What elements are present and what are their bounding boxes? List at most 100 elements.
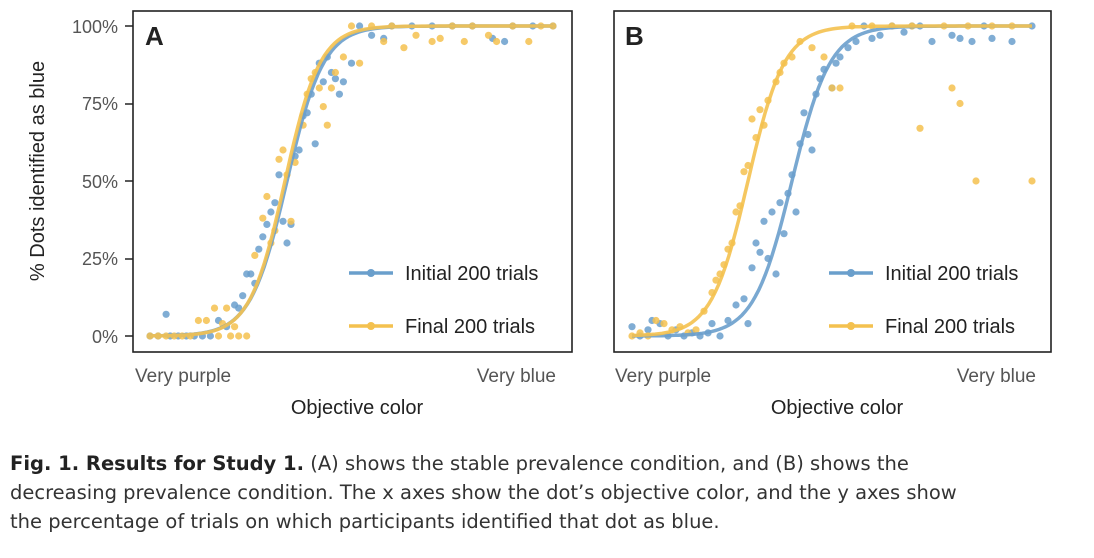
data-point — [279, 217, 287, 225]
data-point — [768, 208, 776, 216]
data-point — [263, 220, 271, 228]
data-point — [206, 332, 214, 340]
data-point — [227, 332, 235, 340]
caption-text: (A) shows the stable prevalence conditio… — [304, 452, 909, 475]
data-point — [255, 245, 263, 253]
data-point — [347, 22, 356, 30]
data-point — [744, 320, 752, 328]
data-point — [287, 217, 295, 225]
y-axis-label: % Dots identified as blue — [27, 61, 49, 281]
panel-b-x-axis-label: Objective color — [771, 397, 904, 419]
data-point — [776, 199, 784, 207]
panel-b-label: B — [625, 21, 644, 51]
data-point — [356, 22, 364, 30]
panel-b-x-tick-left: Very purple — [615, 366, 711, 387]
data-point — [263, 192, 271, 201]
data-point — [660, 320, 668, 328]
data-point — [162, 310, 170, 318]
data-point — [319, 103, 327, 111]
data-point — [972, 177, 980, 185]
data-point — [202, 316, 210, 325]
data-point — [436, 34, 444, 43]
data-point — [493, 37, 501, 46]
panel-b-marks — [628, 22, 1036, 340]
data-point — [380, 37, 388, 46]
y-tick-label: 50% — [82, 172, 118, 192]
data-point — [283, 239, 291, 247]
panel-a-x-tick-left: Very purple — [135, 366, 231, 387]
data-point — [279, 146, 287, 154]
data-point — [210, 304, 219, 312]
data-point — [732, 208, 740, 216]
data-point — [748, 264, 756, 272]
data-point — [235, 304, 243, 312]
data-point — [988, 34, 996, 43]
legend-label-initial: Initial 200 trials — [885, 263, 1018, 285]
fit-curve — [632, 24, 1032, 338]
data-point — [652, 316, 660, 325]
figure-caption: Fig. 1. Results for Study 1. (A) shows t… — [10, 449, 1070, 536]
fit-curve — [150, 24, 553, 338]
data-point — [323, 121, 331, 129]
panel-b-frame — [613, 10, 1052, 353]
data-point — [820, 53, 828, 61]
legend-dot-final — [847, 322, 855, 330]
data-point — [214, 332, 223, 340]
data-point — [484, 31, 493, 39]
data-point — [836, 53, 844, 61]
panel-a-x-axis-label: Objective color — [291, 397, 424, 419]
data-point — [956, 34, 964, 43]
caption-line: the percentage of trials on which partic… — [10, 510, 720, 533]
panel-a-label: A — [145, 21, 164, 51]
data-point — [356, 59, 364, 67]
data-point — [412, 31, 420, 39]
data-point — [644, 326, 652, 334]
data-point — [251, 251, 259, 259]
data-point — [400, 44, 408, 52]
panel-a-marks — [146, 22, 557, 340]
data-point — [780, 230, 788, 238]
data-point — [756, 248, 764, 256]
data-point — [460, 37, 468, 46]
legend-label-final: Final 200 trials — [885, 316, 1015, 338]
data-point — [836, 84, 844, 92]
data-point — [628, 323, 636, 331]
data-point — [712, 276, 720, 284]
data-point — [868, 34, 876, 43]
data-point — [1028, 177, 1036, 185]
fit-curve — [149, 24, 553, 338]
data-point — [804, 130, 812, 139]
data-point — [948, 84, 956, 92]
data-point — [968, 37, 976, 46]
y-tick-label: 75% — [82, 94, 118, 114]
caption-fig-label: Fig. 1. Results for Study 1. — [10, 452, 305, 475]
data-point — [752, 239, 760, 247]
y-axis-ticks: 0% 25% 50% 75% 100% — [72, 17, 133, 347]
y-tick-label: 25% — [82, 249, 118, 269]
data-point — [223, 304, 231, 312]
data-point — [327, 84, 335, 92]
data-point — [900, 28, 908, 36]
data-point — [368, 31, 376, 39]
data-point — [525, 37, 533, 46]
data-point — [756, 106, 764, 114]
y-tick-label: 100% — [72, 17, 118, 37]
caption-line: Fig. 1. Results for Study 1. (A) shows t… — [10, 449, 1070, 478]
data-point — [956, 99, 964, 108]
data-point — [724, 316, 732, 325]
data-point — [800, 109, 808, 117]
data-point — [852, 37, 860, 46]
data-point — [267, 208, 275, 216]
data-point — [876, 31, 884, 39]
data-point — [243, 332, 251, 340]
legend-dot-initial — [847, 269, 855, 277]
legend-label-initial: Initial 200 trials — [405, 263, 538, 285]
data-point — [231, 323, 239, 331]
data-point — [808, 146, 816, 154]
data-point — [319, 78, 327, 86]
data-point — [335, 90, 343, 98]
panel-a-legend: Initial 200 trials Final 200 trials — [349, 263, 538, 338]
data-point — [748, 115, 756, 123]
data-point — [740, 168, 748, 176]
data-point — [259, 233, 267, 241]
